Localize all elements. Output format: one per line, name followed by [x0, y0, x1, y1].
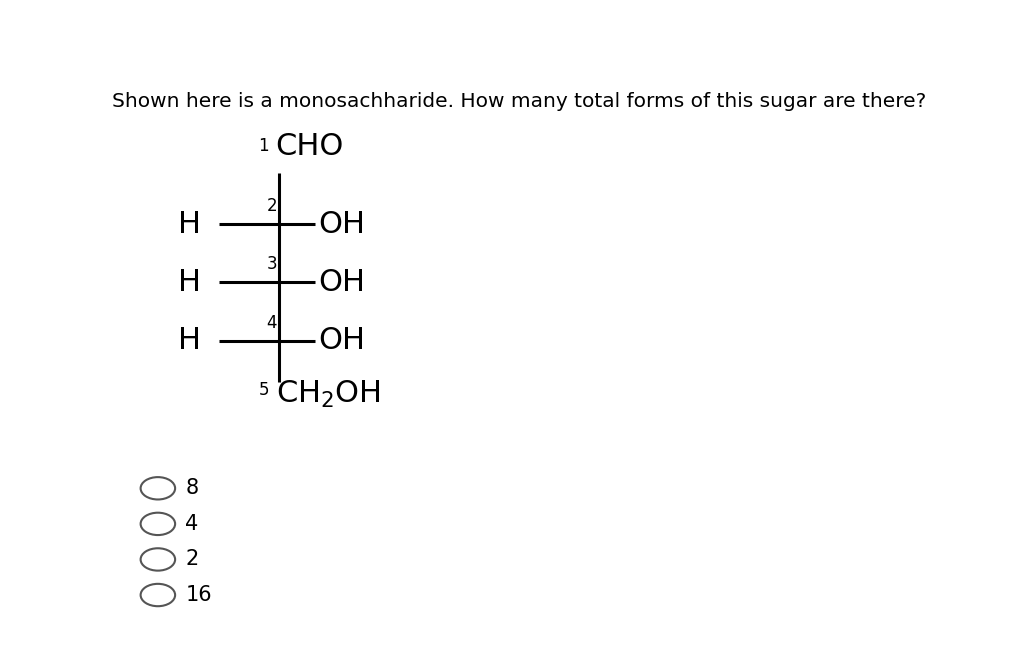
Text: OH: OH [318, 327, 365, 356]
Text: CHO: CHO [275, 131, 344, 160]
Text: H: H [178, 209, 201, 238]
Text: 3: 3 [266, 255, 277, 273]
Text: H: H [178, 268, 201, 297]
Text: 2: 2 [266, 197, 277, 215]
Text: 2: 2 [185, 549, 198, 570]
Text: H: H [178, 327, 201, 356]
Text: 5: 5 [259, 381, 269, 399]
Text: 8: 8 [185, 478, 198, 498]
Text: 4: 4 [185, 514, 198, 534]
Text: $\mathregular{CH_2OH}$: $\mathregular{CH_2OH}$ [275, 378, 380, 409]
Text: 4: 4 [266, 314, 277, 332]
Text: 1: 1 [259, 137, 269, 156]
Text: OH: OH [318, 268, 365, 297]
Text: Shown here is a monosachharide. How many total forms of this sugar are there?: Shown here is a monosachharide. How many… [111, 92, 925, 111]
Text: OH: OH [318, 209, 365, 238]
Text: 16: 16 [185, 585, 211, 605]
